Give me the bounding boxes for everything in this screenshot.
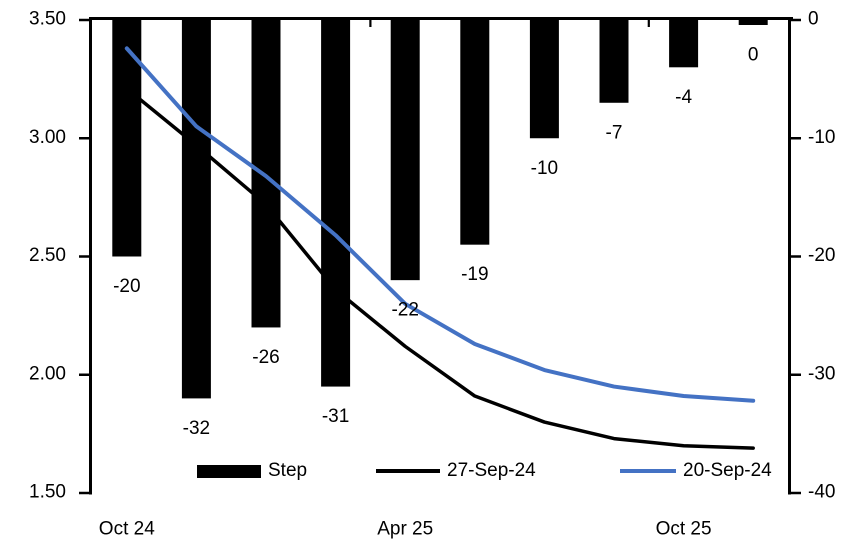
left-axis-tick-label: 3.50 (29, 9, 66, 30)
legend-item-20-sep-24: 20-Sep-24 (620, 458, 772, 484)
right-axis-tick-label: 0 (808, 9, 819, 30)
bar-value-label: -31 (322, 406, 349, 427)
step-bar (460, 20, 490, 245)
bar-value-label: -20 (113, 276, 140, 297)
legend-label-27-sep-24: 27-Sep-24 (447, 460, 536, 481)
step-bar (529, 20, 559, 139)
x-axis-label: Apr 25 (377, 519, 433, 540)
step-bar (599, 20, 629, 103)
x-axis-label: Oct 25 (656, 519, 712, 540)
left-axis-tick-label: 2.50 (29, 245, 66, 266)
right-axis-tick-label: -20 (808, 245, 835, 266)
bar-value-label: -19 (461, 264, 488, 285)
step-bar (738, 20, 768, 25)
black-line-swatch-icon (376, 469, 440, 473)
bar-value-label: -32 (183, 418, 210, 439)
left-axis-tick-label: 2.00 (29, 363, 66, 384)
step-bar (390, 20, 420, 281)
legend-label-20-sep-24: 20-Sep-24 (683, 460, 772, 481)
left-axis-tick-label: 3.00 (29, 127, 66, 148)
bar-value-label: -22 (391, 300, 418, 321)
bar-value-label: -10 (531, 158, 558, 179)
bar-swatch-icon (197, 464, 261, 478)
right-axis-tick-label: -40 (808, 482, 835, 503)
x-axis-label: Oct 24 (99, 519, 155, 540)
blue-line-swatch-icon (620, 469, 676, 473)
legend-item-27-sep-24: 27-Sep-24 (376, 458, 536, 484)
step-bar (112, 20, 142, 257)
step-bar (669, 20, 699, 68)
chart-legend: Step 27-Sep-24 20-Sep-24 (0, 458, 852, 484)
legend-label-step: Step (268, 460, 308, 481)
bar-value-label: -4 (675, 87, 692, 108)
right-axis-tick-label: -10 (808, 127, 835, 148)
step-bar (181, 20, 211, 399)
path-line-27-sep-24 (125, 86, 755, 450)
bar-value-label: 0 (748, 45, 759, 66)
legend-item-step: Step (197, 458, 307, 484)
bar-value-label: -7 (606, 122, 623, 143)
path-line-20-sep-24 (124, 46, 756, 403)
step-bar (321, 20, 351, 387)
right-axis-tick-label: -30 (808, 363, 835, 384)
left-axis-tick-label: 1.50 (29, 482, 66, 503)
bar-value-label: -26 (252, 347, 279, 368)
